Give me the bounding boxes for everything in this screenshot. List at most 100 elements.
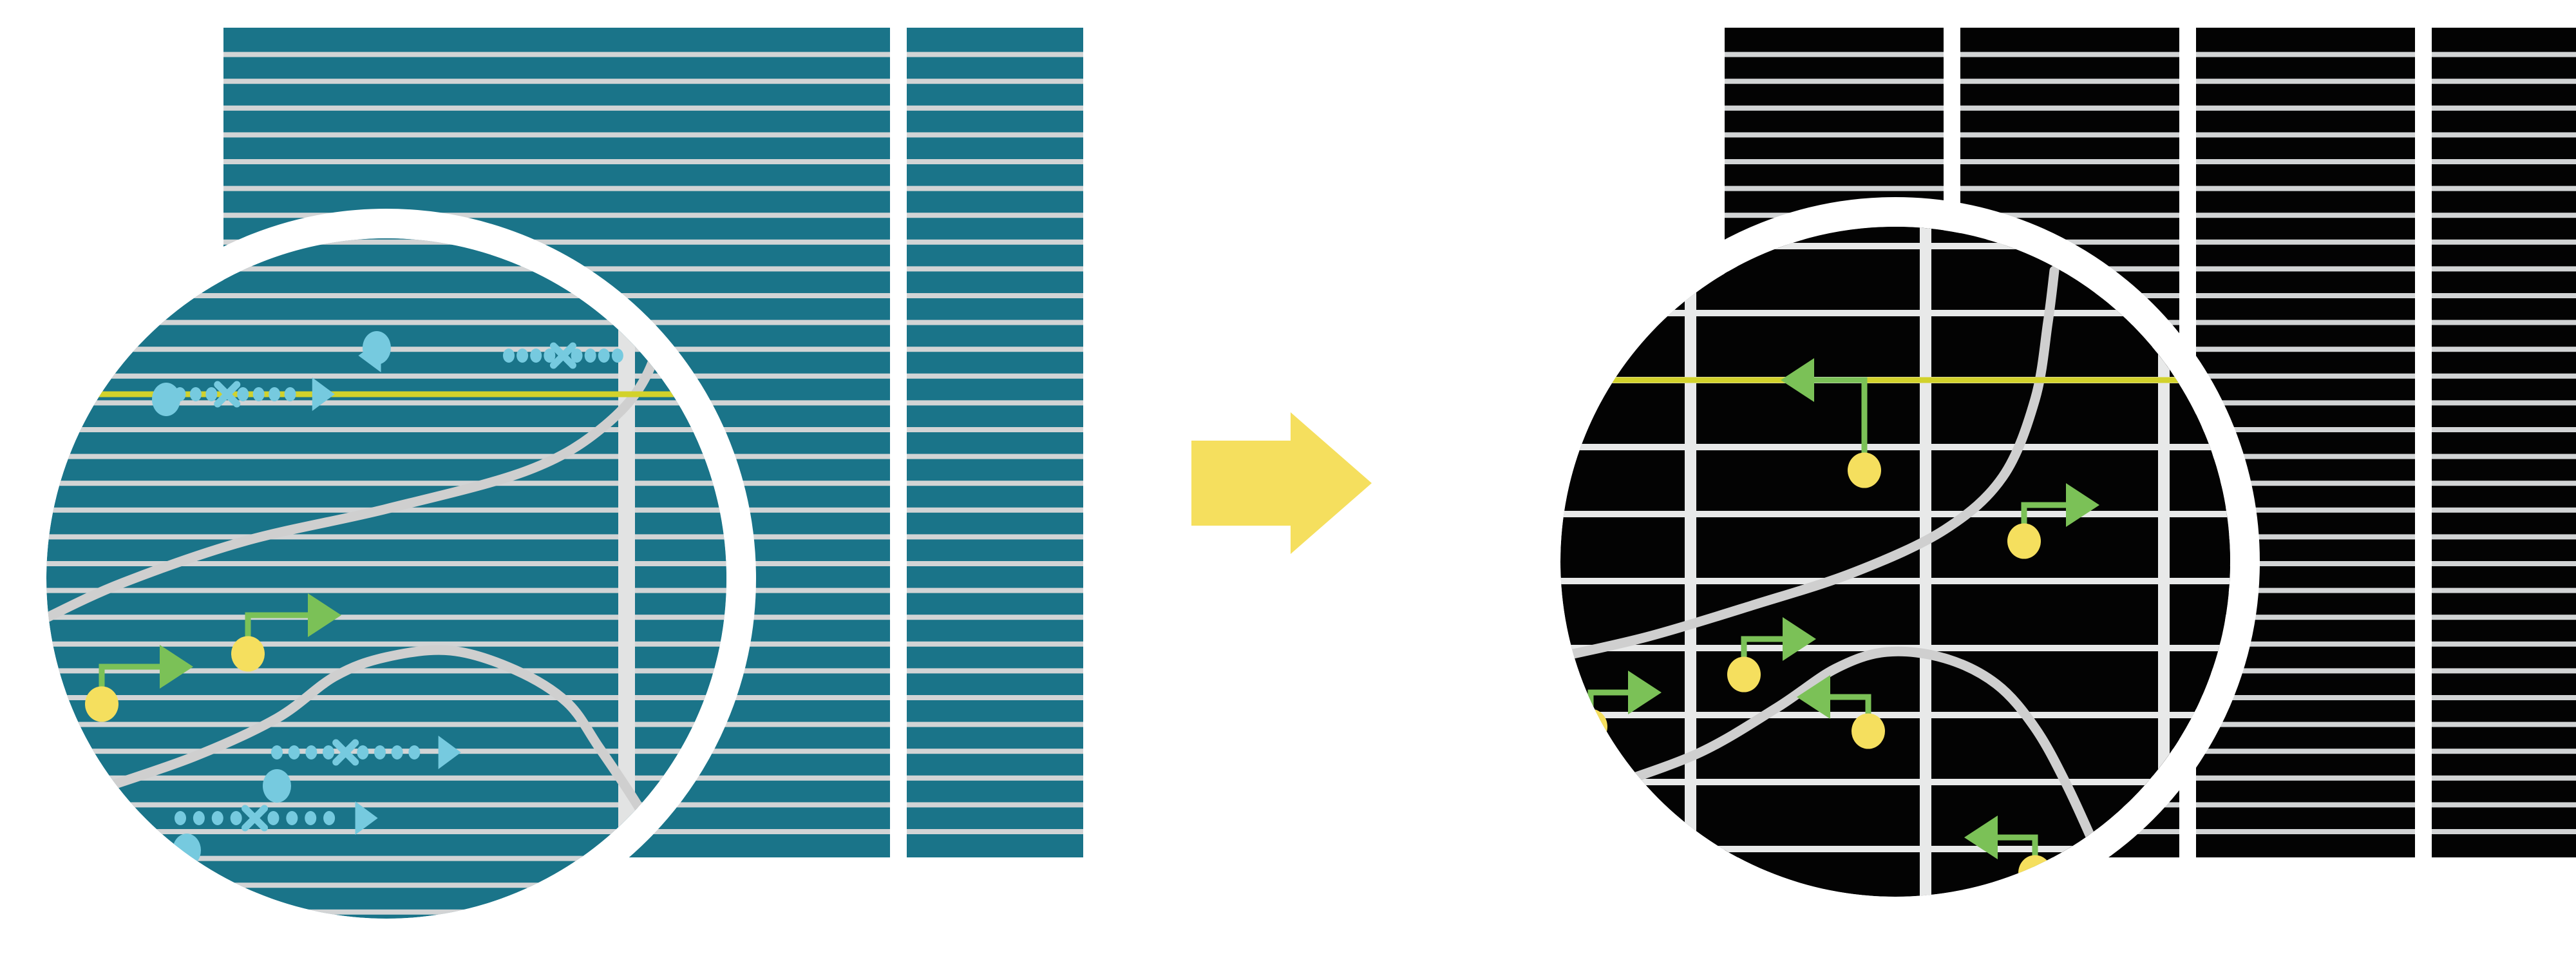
yellow-marker-3[interactable] [1727, 617, 1816, 692]
scanline [907, 320, 1083, 325]
scanline [2432, 320, 2576, 325]
scanline [2432, 293, 2576, 298]
grid-line-horizontal [1560, 444, 2230, 450]
scanline [2432, 400, 2576, 406]
blue-dot-small [193, 811, 205, 825]
scanline [223, 79, 890, 84]
scanline [2432, 347, 2576, 352]
scanline [2196, 159, 2415, 164]
scanline [2432, 668, 2576, 674]
blue-dot-small [611, 349, 623, 363]
blue-dot-small [323, 745, 334, 759]
scanline [1960, 79, 2179, 84]
yellow-dot[interactable] [2007, 523, 2041, 559]
green-arrow-head [1783, 617, 1816, 661]
scanline [907, 829, 1083, 834]
blue-arrow-3[interactable] [263, 736, 461, 803]
blue-dot-small [205, 387, 218, 401]
scanline [2432, 266, 2576, 272]
grid-line-horizontal [1560, 243, 2230, 249]
scanline [46, 266, 726, 272]
scanline [223, 213, 890, 218]
scanline [2432, 587, 2576, 593]
scanline [2196, 587, 2415, 593]
yellow-dot[interactable] [85, 686, 118, 722]
scanline [2432, 454, 2576, 459]
scanline [907, 79, 1083, 84]
scanline [46, 829, 726, 834]
blue-dot-small [305, 811, 317, 825]
scanline [223, 239, 890, 245]
scanline [46, 534, 726, 540]
blue-arrow-2[interactable] [358, 331, 623, 372]
track-upper [1560, 265, 2060, 662]
blue-x-mark [549, 342, 576, 369]
scanline [2432, 749, 2576, 754]
yellow-marker-1[interactable] [231, 593, 341, 672]
yellow-dot[interactable] [231, 636, 265, 672]
lens-contents [1560, 227, 2230, 897]
right-block-d [2432, 28, 2576, 857]
scanline [907, 749, 1083, 754]
grid-line-horizontal [1560, 578, 2230, 584]
scanline [1725, 186, 1944, 191]
blue-dot-small [288, 745, 300, 759]
scanline [907, 775, 1083, 781]
scanline [46, 775, 726, 781]
scanline [2196, 186, 2415, 191]
grid-line-horizontal [1560, 511, 2230, 517]
scanline [46, 909, 726, 915]
blue-arrow-head [358, 339, 381, 372]
yellow-marker-2[interactable] [2007, 483, 2099, 559]
scanline [2196, 534, 2415, 540]
track-lower [1605, 646, 2124, 897]
transition-arrow-shape[interactable] [1191, 412, 1372, 554]
scanline [2196, 400, 2415, 406]
yellow-dot[interactable] [1852, 713, 1885, 749]
grid-line-horizontal [1560, 712, 2230, 718]
yellow-dot[interactable] [1727, 656, 1761, 692]
scanline [2196, 239, 2415, 245]
blue-arrow-1[interactable] [152, 377, 335, 416]
scanline [1725, 79, 1944, 84]
scanline [2196, 79, 2415, 84]
blue-arrow-4[interactable] [173, 801, 378, 867]
green-arrow-head [160, 645, 193, 689]
scanline [46, 561, 726, 566]
yellow-marker-1[interactable] [1781, 358, 1881, 488]
yellow-marker-2[interactable] [85, 645, 193, 722]
scanline [46, 454, 726, 459]
scanline [223, 105, 890, 111]
scanline [2196, 507, 2415, 513]
scanline [46, 615, 726, 620]
blue-dot-small [252, 387, 265, 401]
yellow-dot[interactable] [1848, 452, 1881, 488]
track-lower [85, 645, 675, 868]
transition-arrow[interactable] [1191, 412, 1372, 554]
left-block-b [907, 28, 1083, 857]
scanline [2196, 454, 2415, 459]
scanline [907, 721, 1083, 727]
scanline [223, 52, 890, 57]
scanline [907, 400, 1083, 406]
scanline [2432, 132, 2576, 138]
scanline [46, 883, 726, 888]
blue-arrow-head [355, 801, 378, 835]
teal-lens-circle[interactable] [17, 193, 756, 948]
blue-dot[interactable] [263, 769, 291, 803]
scanline [2196, 52, 2415, 57]
blue-arrow-head [312, 377, 335, 411]
scanline [1960, 105, 2179, 111]
green-arrow-head [1797, 675, 1830, 719]
scanline [2196, 721, 2415, 727]
yellow-marker-4[interactable] [1797, 675, 1885, 749]
lens-ring [17, 209, 756, 948]
blue-dot-small [305, 745, 317, 759]
right-block-d-fill [2432, 28, 2576, 857]
black-lens-circle[interactable] [1531, 197, 2260, 926]
scanline [907, 239, 1083, 245]
scanline [1725, 132, 1944, 138]
grid-line-vertical-2 [2158, 227, 2170, 897]
scanline [46, 641, 726, 647]
